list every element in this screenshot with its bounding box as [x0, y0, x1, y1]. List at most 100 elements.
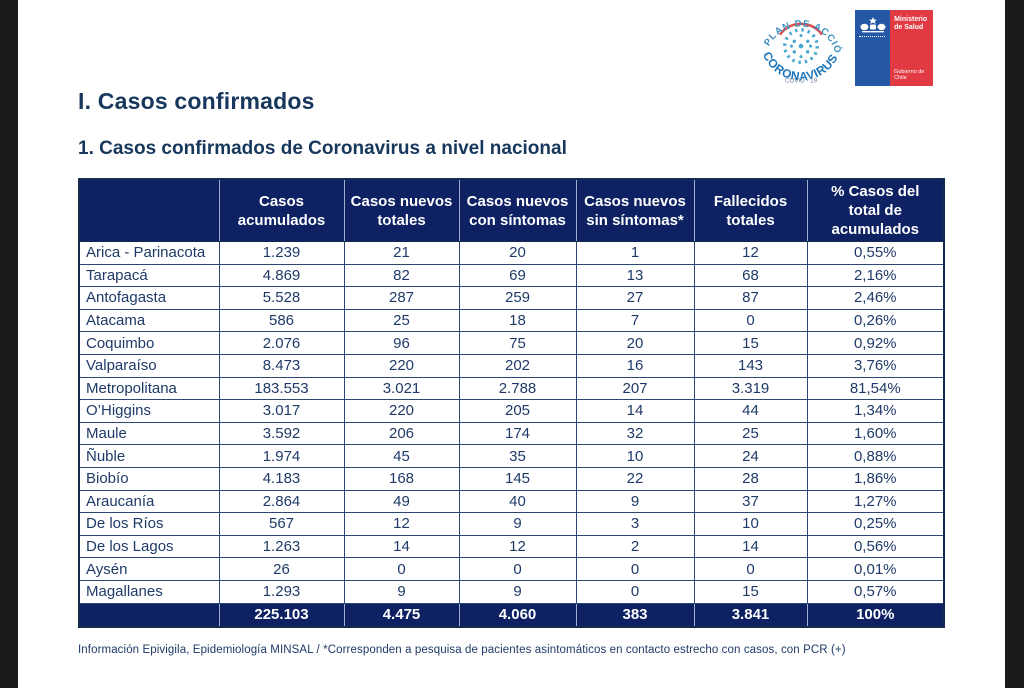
value-cell: 3.021 — [343, 376, 460, 401]
table-row: O’Higgins 3.017 220 205 14 44 1,34% — [78, 399, 945, 423]
cases-table: Casos acumulados Casos nuevos totales Caso… — [78, 178, 945, 628]
value-cell: 20 — [575, 331, 695, 355]
value-cell: 35 — [458, 444, 577, 468]
value-cell: 15 — [693, 579, 808, 604]
region-cell: Aysén — [78, 557, 220, 581]
value-cell: 45 — [343, 444, 460, 468]
region-cell: De los Ríos — [78, 512, 220, 536]
value-cell: 567 — [218, 512, 345, 536]
value-cell: 1,60% — [806, 421, 945, 446]
value-cell: 0,88% — [806, 444, 945, 468]
value-cell: 1.239 — [218, 241, 345, 265]
value-cell: 49 — [343, 489, 460, 514]
value-cell: 12 — [343, 512, 460, 536]
value-cell: 168 — [343, 466, 460, 491]
value-cell: 12 — [693, 241, 808, 265]
value-cell: 183.553 — [218, 376, 345, 401]
region-cell: Biobío — [78, 466, 220, 491]
table-row: Arica - Parinacota 1.239 21 20 1 12 0,55% — [78, 241, 945, 265]
region-cell: Maule — [78, 421, 220, 446]
value-cell: 1.974 — [218, 444, 345, 468]
column-header: Casos acumulados — [218, 179, 344, 242]
value-cell: 0,56% — [806, 534, 945, 559]
value-cell: 205 — [458, 399, 577, 423]
table-row: Araucanía 2.864 49 40 9 37 1,27% — [78, 489, 945, 514]
region-cell: Coquimbo — [78, 331, 220, 355]
value-cell: 27 — [575, 286, 695, 310]
value-cell: 21 — [343, 241, 460, 265]
virus-ring — [783, 28, 819, 65]
value-cell: 0 — [458, 557, 577, 581]
column-header: % Casos del total de acumulados — [806, 179, 944, 242]
table-header-row: Casos acumulados Casos nuevos totales Caso… — [79, 179, 944, 242]
value-cell: 207 — [575, 376, 695, 401]
value-cell: 3,76% — [806, 353, 945, 378]
subsection-title: 1. Casos confirmados de Coronavirus a ni… — [78, 138, 567, 159]
table-row: Magallanes 1.293 9 9 0 15 0,57% — [78, 579, 945, 604]
value-cell: 1.293 — [218, 579, 345, 604]
value-cell: 4.183 — [218, 466, 345, 491]
value-cell: 28 — [693, 466, 808, 491]
column-header: Fallecidos totales — [693, 179, 807, 242]
value-cell: 18 — [458, 308, 577, 333]
value-cell: 0,25% — [806, 512, 945, 536]
value-cell: 44 — [693, 399, 808, 423]
table-row: Coquimbo 2.076 96 75 20 15 0,92% — [78, 331, 945, 355]
value-cell: 0 — [343, 557, 460, 581]
value-cell: 87 — [693, 286, 808, 310]
value-cell: 32 — [575, 421, 695, 446]
value-cell: 14 — [575, 399, 695, 423]
value-cell: 2,46% — [806, 286, 945, 310]
region-cell: Antofagasta — [78, 286, 220, 310]
value-cell: 174 — [458, 421, 577, 446]
value-cell: 3.319 — [693, 376, 808, 401]
value-cell: 1.263 — [218, 534, 345, 559]
value-cell: 1,27% — [806, 489, 945, 514]
value-cell: 145 — [458, 466, 577, 491]
value-cell: 287 — [343, 286, 460, 310]
table-row: Biobío 4.183 168 145 22 28 1,86% — [78, 466, 945, 491]
table-body: Arica - Parinacota 1.239 21 20 1 12 0,55% Tarap… — [78, 241, 945, 604]
value-cell: 0,57% — [806, 579, 945, 604]
value-cell: 0 — [693, 308, 808, 333]
value-cell: 206 — [343, 421, 460, 446]
gobierno-de-chile-label: Gobierno de Chile — [894, 69, 925, 81]
region-cell: Magallanes — [78, 579, 220, 604]
value-cell: 0 — [575, 579, 695, 604]
table-row: Atacama 586 25 18 7 0 0,26% — [78, 308, 945, 333]
value-cell: 24 — [693, 444, 808, 468]
column-header: Casos nuevos con síntomas — [458, 179, 576, 242]
region-cell: De los Lagos — [78, 534, 220, 559]
value-cell: 82 — [343, 263, 460, 288]
red-arc — [778, 22, 824, 36]
value-cell: 9 — [343, 579, 460, 604]
region-cell: Atacama — [78, 308, 220, 333]
value-cell: 15 — [693, 331, 808, 355]
total-value-cell: 100% — [806, 602, 944, 627]
value-cell: 14 — [693, 534, 808, 559]
table-row: Tarapacá 4.869 82 69 13 68 2,16% — [78, 263, 945, 288]
value-cell: 202 — [458, 353, 577, 378]
region-cell: Araucanía — [78, 489, 220, 514]
value-cell: 12 — [458, 534, 577, 559]
value-cell: 2.864 — [218, 489, 345, 514]
region-cell: Tarapacá — [78, 263, 220, 288]
covid19-label: COVID - 19 — [785, 77, 818, 84]
table-total: 225.103 4.475 4.060 383 3.841 100% — [79, 602, 944, 627]
chile-coat-of-arms-icon — [860, 17, 886, 33]
ministry-logo: Ministerio de Salud Gobierno de Chile — [855, 10, 933, 86]
value-cell: 2.788 — [458, 376, 577, 401]
value-cell: 2,16% — [806, 263, 945, 288]
total-value-cell: 3.841 — [693, 602, 807, 627]
value-cell: 2 — [575, 534, 695, 559]
left-black-bar — [0, 0, 18, 688]
region-cell: Ñuble — [78, 444, 220, 468]
table-header: Casos acumulados Casos nuevos totales Caso… — [79, 179, 944, 242]
region-cell: Arica - Parinacota — [78, 241, 220, 265]
coronavirus-plan-logo: PLAN DE ACCIÓN CORONAVIRUS COVID - 19 — [749, 0, 849, 92]
right-black-bar — [1005, 0, 1024, 688]
value-cell: 37 — [693, 489, 808, 514]
report-page: PLAN DE ACCIÓN CORONAVIRUS COVID - 19 — [18, 0, 1005, 688]
value-cell: 9 — [458, 512, 577, 536]
total-label-cell — [79, 602, 219, 627]
